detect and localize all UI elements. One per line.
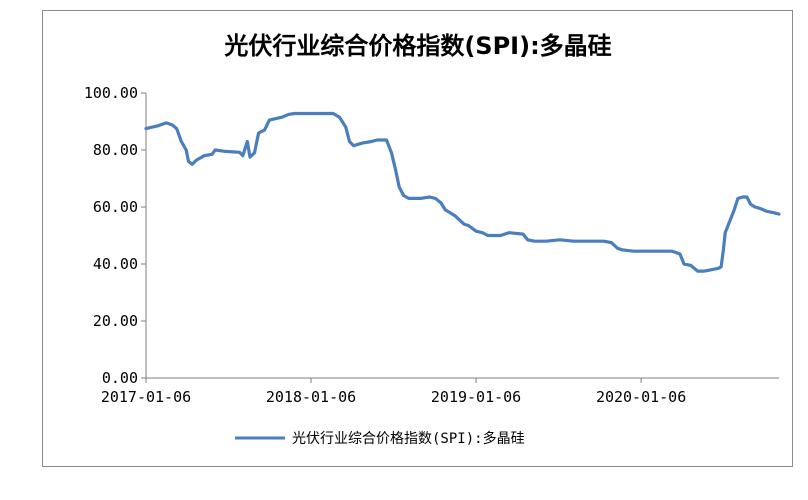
chart-title: 光伏行业综合价格指数(SPI):多晶硅 — [223, 32, 611, 60]
y-tick-label: 0.00 — [102, 369, 138, 387]
legend-label: 光伏行业综合价格指数(SPI):多晶硅 — [292, 430, 525, 447]
series-line — [144, 111, 781, 273]
x-tick-label: 2018-01-06 — [266, 388, 356, 406]
line-chart: 光伏行业综合价格指数(SPI):多晶硅 0.00 20.00 40.00 60.00 8… — [84, 32, 781, 447]
x-tick-label: 2019-01-06 — [431, 388, 521, 406]
y-tick-label: 60.00 — [93, 198, 138, 216]
y-tick-label: 40.00 — [93, 255, 138, 273]
chart-axes: 0.00 20.00 40.00 60.00 80.00 100.00 2017-01-06… — [84, 84, 779, 406]
plot-area — [144, 111, 781, 273]
x-tick-label: 2020-01-06 — [596, 388, 686, 406]
chart-frame: 光伏行业综合价格指数(SPI):多晶硅 0.00 20.00 40.00 60.00 8… — [42, 10, 793, 467]
y-tick-label: 20.00 — [93, 312, 138, 330]
x-tick-label: 2017-01-06 — [101, 388, 191, 406]
y-tick-label: 80.00 — [93, 141, 138, 159]
y-tick-label: 100.00 — [84, 84, 138, 102]
chart-legend: 光伏行业综合价格指数(SPI):多晶硅 — [235, 430, 525, 447]
